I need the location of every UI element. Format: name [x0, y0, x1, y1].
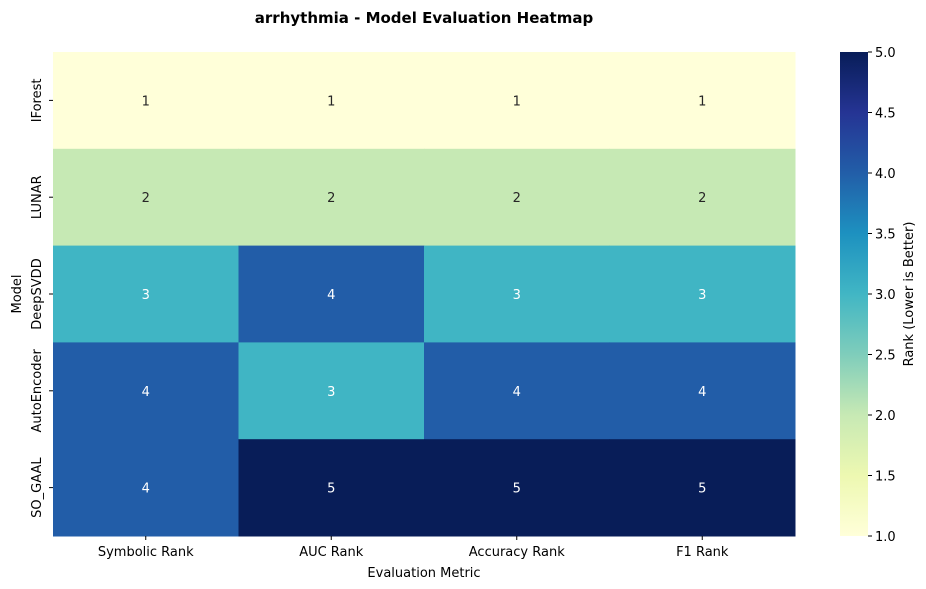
y-axis-label: Model [10, 274, 25, 313]
colorbar-tick-label: 1.5 [875, 470, 896, 485]
heatmap-cell [424, 342, 610, 440]
cell-value-label: 1 [327, 94, 335, 109]
heatmap-cell [53, 148, 239, 247]
colorbar-tick-label: 5.0 [875, 46, 896, 61]
heatmap-cell [609, 52, 796, 150]
heatmap-cell [424, 439, 610, 537]
heatmap-cell [609, 148, 796, 247]
heatmap-cell [238, 439, 425, 537]
cell-value-label: 2 [142, 191, 150, 206]
x-axis-label: Evaluation Metric [367, 566, 480, 581]
cell-value-label: 3 [698, 288, 706, 303]
cell-value-label: 2 [327, 191, 335, 206]
heatmap-cell [53, 342, 239, 440]
colorbar-ticks: 1.0 1.5 2.0 2.5 3.0 3.5 4.0 4.5 5.0 [868, 46, 896, 545]
cell-value-label: 3 [327, 385, 335, 400]
heatmap-cell [53, 52, 239, 150]
cell-value-label: 3 [513, 288, 521, 303]
heatmap-cell [609, 245, 796, 343]
heatmap-cell [53, 245, 239, 343]
colorbar-tick-label: 3.0 [875, 288, 896, 303]
cell-value-label: 1 [142, 94, 150, 109]
heatmap-cells [53, 52, 796, 537]
colorbar-tick-label: 1.0 [875, 530, 896, 545]
cell-value-label: 4 [142, 482, 150, 497]
y-tick-label: AutoEncoder [30, 348, 45, 432]
colorbar-tick-label: 4.0 [875, 167, 896, 182]
y-tick-labels: IForest LUNAR DeepSVDD AutoEncoder SO_GAAL [30, 79, 53, 518]
cell-value-label: 5 [513, 482, 521, 497]
cell-value-label: 4 [698, 385, 706, 400]
x-tick-label: Symbolic Rank [98, 545, 194, 560]
heatmap-cell [238, 52, 425, 150]
heatmap-cell-labels: 1 1 1 1 2 2 2 2 3 4 3 3 4 3 4 4 4 5 5 5 [142, 94, 707, 496]
heatmap-cell [238, 148, 425, 247]
heatmap-cell [238, 342, 425, 440]
cell-value-label: 2 [698, 191, 706, 206]
heatmap-cell [609, 342, 796, 440]
x-tick-label: Accuracy Rank [469, 545, 565, 560]
heatmap-cell [424, 148, 610, 247]
colorbar-label: Rank (Lower is Better) [902, 222, 917, 367]
colorbar-tick-label: 4.5 [875, 107, 896, 122]
colorbar-tick-label: 3.5 [875, 228, 896, 243]
heatmap-cell [238, 245, 425, 343]
x-tick-label: F1 Rank [676, 545, 729, 560]
colorbar-tick-label: 2.0 [875, 409, 896, 424]
chart-title: arrhythmia - Model Evaluation Heatmap [255, 9, 594, 27]
heatmap-cell [53, 439, 239, 537]
cell-value-label: 4 [327, 288, 335, 303]
x-tick-labels: Symbolic Rank AUC Rank Accuracy Rank F1 Ran… [98, 536, 729, 560]
cell-value-label: 3 [142, 288, 150, 303]
cell-value-label: 4 [513, 385, 521, 400]
heatmap-cell [424, 245, 610, 343]
cell-value-label: 4 [142, 385, 150, 400]
colorbar [840, 52, 868, 536]
y-tick-label: LUNAR [30, 175, 45, 219]
y-tick-label: SO_GAAL [30, 457, 45, 518]
heatmap-cell [424, 52, 610, 150]
cell-value-label: 5 [327, 482, 335, 497]
y-tick-label: DeepSVDD [30, 258, 45, 329]
y-tick-label: IForest [30, 79, 45, 123]
cell-value-label: 2 [513, 191, 521, 206]
cell-value-label: 5 [698, 482, 706, 497]
colorbar-tick-label: 2.5 [875, 349, 896, 364]
x-tick-label: AUC Rank [299, 545, 364, 560]
cell-value-label: 1 [698, 94, 706, 109]
cell-value-label: 1 [513, 94, 521, 109]
heatmap-cell [609, 439, 796, 537]
